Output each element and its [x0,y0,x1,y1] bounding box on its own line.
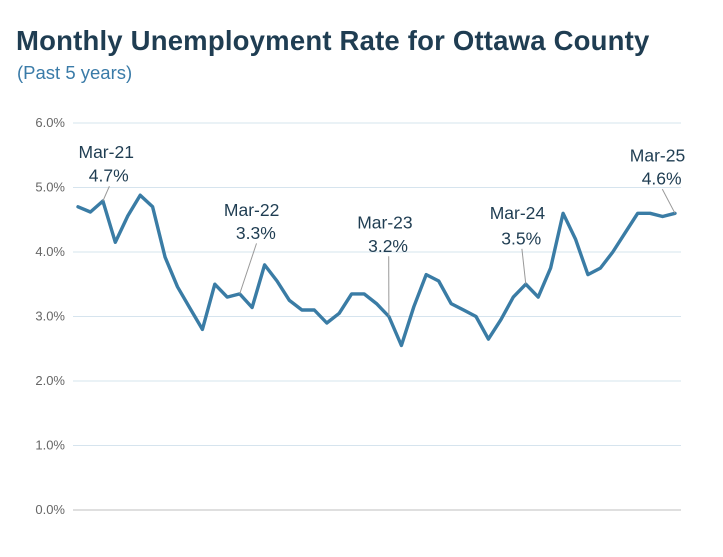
svg-text:1.0%: 1.0% [35,438,65,453]
svg-text:Mar-25: Mar-25 [630,146,685,166]
svg-text:3.0%: 3.0% [35,309,65,324]
svg-text:2.0%: 2.0% [35,373,65,388]
svg-text:4.7%: 4.7% [89,166,129,186]
svg-text:Mar-21: Mar-21 [79,142,134,162]
svg-text:5.0%: 5.0% [35,180,65,195]
svg-text:4.6%: 4.6% [642,169,682,189]
svg-text:Mar-23: Mar-23 [357,212,412,232]
svg-text:Mar-22: Mar-22 [224,200,279,220]
svg-text:3.3%: 3.3% [236,223,276,243]
svg-text:Mar-24: Mar-24 [490,203,546,223]
svg-text:4.0%: 4.0% [35,244,65,259]
svg-text:3.2%: 3.2% [368,236,408,256]
svg-text:0.0%: 0.0% [35,502,65,517]
svg-text:6.0%: 6.0% [35,115,65,130]
svg-text:3.5%: 3.5% [501,228,541,248]
